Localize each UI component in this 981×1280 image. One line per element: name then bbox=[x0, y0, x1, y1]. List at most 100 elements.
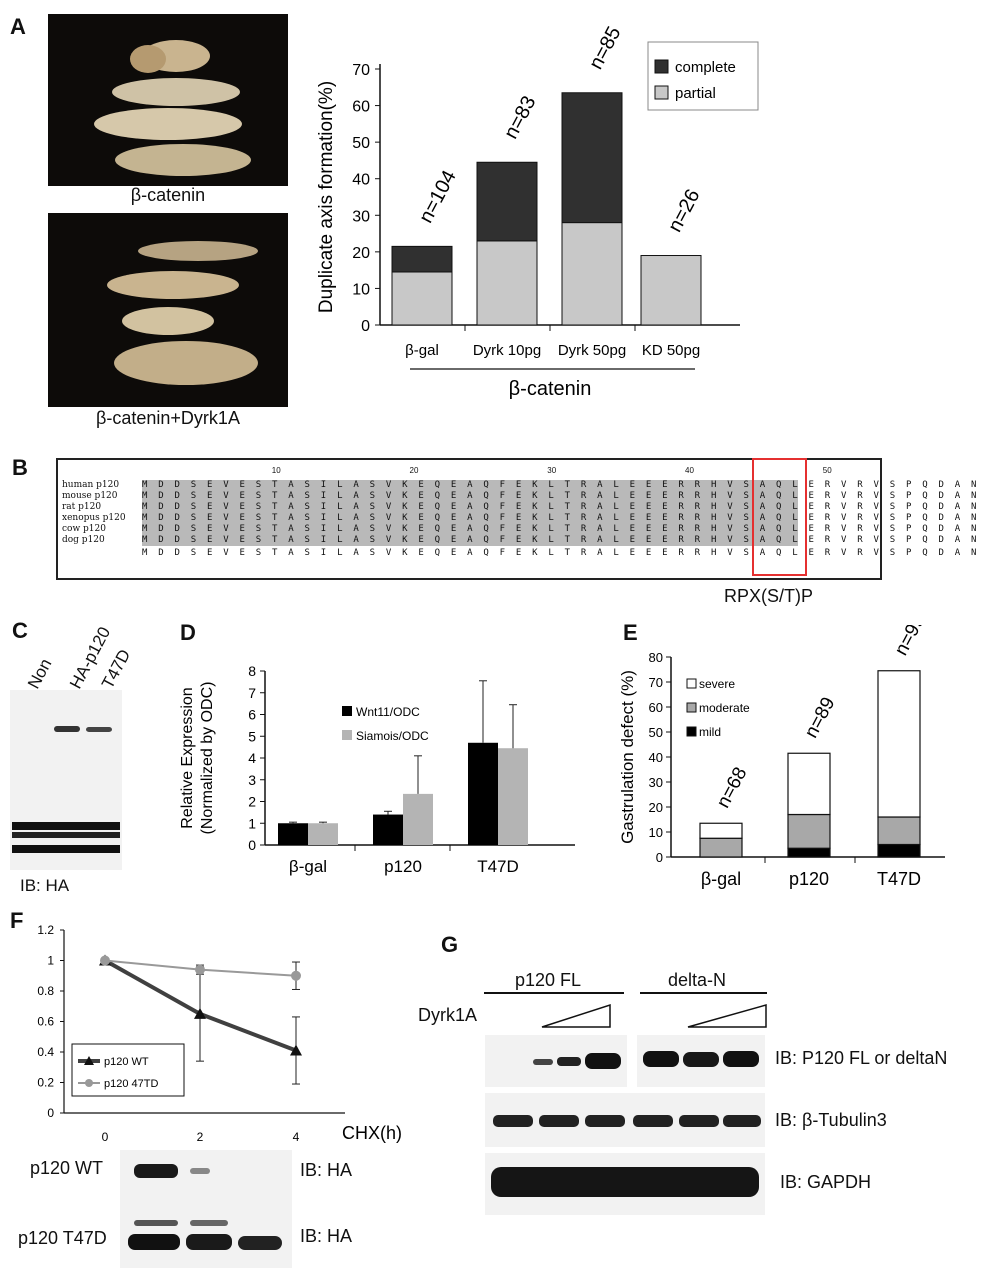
panel-label-g: G bbox=[441, 932, 459, 957]
blot-f-row-label-t47d: p120 T47D bbox=[18, 1228, 107, 1248]
y-tick-label: 6 bbox=[248, 707, 256, 723]
legend-label-partial: partial bbox=[675, 85, 716, 102]
chart-d-relative-expression: 0 1 2 3 4 5 6 7 8 β-gal p120 T47D Relative Expressio… bbox=[179, 663, 575, 876]
ib-label-g-p120: IB: P120 FL or deltaN bbox=[775, 1048, 948, 1068]
y-axis-label: Gastrulation defect (%) bbox=[618, 670, 637, 844]
western-blot-c bbox=[10, 690, 122, 870]
ib-label-f-wt: IB: HA bbox=[300, 1160, 353, 1180]
bar-severe bbox=[787, 752, 831, 816]
x-tick-label: KD 50pg bbox=[642, 342, 700, 359]
alignment-row: M D D S E V E S T A S I L A S V K E Q E … bbox=[142, 513, 981, 524]
x-axis-label: CHX(h) bbox=[342, 1123, 402, 1143]
y-tick-label: 20 bbox=[649, 800, 663, 815]
legend-label-mild: mild bbox=[699, 725, 721, 739]
western-blot-g-p120-fl bbox=[485, 1035, 627, 1087]
y-tick-label: 0.2 bbox=[37, 1076, 54, 1090]
panel-label-b: B bbox=[12, 455, 28, 480]
n-annotation: n=85 bbox=[585, 23, 626, 73]
legend-label-Wnt11/ODC: Wnt11/ODC bbox=[356, 705, 420, 719]
x-tick-label: β-gal bbox=[701, 869, 741, 889]
embryo-photo-beta-catenin bbox=[48, 14, 288, 186]
bar-moderate bbox=[787, 813, 831, 849]
species-label: cow p120 bbox=[62, 524, 106, 534]
y-tick-label: 3 bbox=[248, 772, 256, 788]
x-tick-label: 0 bbox=[102, 1130, 109, 1144]
y-tick-label: 2 bbox=[248, 794, 256, 810]
panel-label-e: E bbox=[623, 620, 638, 645]
y-tick-label: 0 bbox=[47, 1106, 54, 1120]
y-tick-label: 0.8 bbox=[37, 984, 54, 998]
bar-moderate bbox=[877, 816, 921, 846]
point-p120 47TD bbox=[100, 955, 110, 966]
panel-label-a: A bbox=[10, 14, 26, 39]
y-tick-label: 1.2 bbox=[37, 923, 54, 937]
photo-caption-beta-catenin-dyrk1a: β-catenin+Dyrk1A bbox=[96, 408, 240, 428]
group-label-delta-n: delta-N bbox=[668, 970, 727, 990]
legend-swatch-Wnt11/ODC bbox=[342, 706, 352, 716]
legend-label-Siamois/ODC: Siamois/ODC bbox=[356, 729, 429, 743]
legend-swatch-Siamois/ODC bbox=[342, 730, 352, 740]
x-tick-label: β-gal bbox=[289, 857, 327, 876]
sequence-alignment-box: human p120 mouse p120 rat p120 xenopus p120… bbox=[56, 458, 981, 580]
species-label: rat p120 bbox=[62, 502, 102, 512]
chart-f-chx-timecourse: 0 0.2 0.4 0.6 0.8 1 1.2 0 2 4 CHX(h) p120 WT p120 47… bbox=[37, 923, 402, 1144]
bar-partial bbox=[561, 222, 623, 326]
x-tick-label: 2 bbox=[197, 1130, 204, 1144]
bar-mild bbox=[877, 843, 921, 858]
y-tick-label: 8 bbox=[248, 663, 256, 679]
ib-label-f-t47d: IB: HA bbox=[300, 1226, 353, 1246]
legend-swatch-complete bbox=[654, 59, 669, 74]
y-axis-label-line2: (Normalized by ODC) bbox=[199, 682, 216, 835]
bar-complete bbox=[391, 245, 453, 273]
blot-bands bbox=[533, 1053, 621, 1069]
motif-label: RPX(S/T)P bbox=[724, 586, 814, 606]
alignment-row: M D D S E V E S T A S I L A S V K E Q E … bbox=[142, 502, 981, 513]
y-tick-label: 1 bbox=[248, 815, 256, 831]
alignment-row: M D D S E V E S T A S I L A S V K E Q E … bbox=[142, 480, 981, 491]
legend-swatch-severe bbox=[686, 678, 697, 689]
n-annotation: n=68 bbox=[713, 764, 752, 812]
blot-bands bbox=[491, 1167, 759, 1197]
legend-label-p120 47TD: p120 47TD bbox=[104, 1078, 158, 1090]
x-tick-label: p120 bbox=[789, 869, 829, 889]
group-line-p120-fl bbox=[484, 992, 624, 994]
y-tick-label: 40 bbox=[649, 750, 663, 765]
motif-highlight-box bbox=[752, 458, 807, 576]
bar-Siamois/ODC bbox=[403, 793, 433, 845]
legend-label-severe: severe bbox=[699, 677, 735, 691]
y-tick-label: 7 bbox=[248, 685, 256, 701]
y-tick-label: 70 bbox=[352, 62, 370, 79]
lane-label-non: Non bbox=[24, 655, 56, 692]
y-tick-label: 5 bbox=[248, 728, 256, 744]
bar-partial bbox=[640, 255, 702, 326]
y-tick-label: 4 bbox=[248, 750, 256, 766]
panel-label-c: C bbox=[12, 618, 28, 643]
bar-partial bbox=[476, 240, 538, 326]
bar-Wnt11/ODC bbox=[373, 814, 403, 845]
x-axis-group-label: β-catenin bbox=[509, 378, 592, 400]
legend-marker-p120 47TD bbox=[85, 1079, 93, 1087]
bar-Wnt11/ODC bbox=[468, 742, 498, 845]
legend-swatch-moderate bbox=[686, 702, 697, 713]
x-tick-label: p120 bbox=[384, 857, 422, 876]
y-tick-label: 1 bbox=[47, 954, 54, 968]
x-tick-label: T47D bbox=[477, 857, 519, 876]
point-p120 WT bbox=[290, 1044, 302, 1056]
y-tick-label: 0 bbox=[361, 318, 370, 335]
western-blot-g-delta-n bbox=[637, 1035, 765, 1087]
ruler-tick-label: 30 bbox=[547, 466, 557, 475]
blot-c-lane-labels: Non HA-p120 T47D bbox=[10, 624, 134, 695]
y-tick-label: 0 bbox=[248, 837, 256, 853]
species-label: mouse p120 bbox=[62, 491, 118, 501]
dyrk1a-label: Dyrk1A bbox=[418, 1005, 478, 1025]
ruler-tick-label: 40 bbox=[685, 466, 694, 475]
blot-bands bbox=[12, 726, 120, 853]
group-label-p120-fl: p120 FL bbox=[515, 970, 582, 990]
sequence-grid: M D D S E V E S T A S I L A S V K E Q E … bbox=[142, 466, 981, 562]
bar-mild bbox=[787, 847, 831, 858]
species-label: human p120 bbox=[62, 480, 120, 490]
ruler-tick-label: 10 bbox=[271, 466, 281, 475]
y-tick-label: 10 bbox=[352, 281, 370, 298]
legend-swatch-mild bbox=[686, 726, 697, 737]
x-tick-label: 4 bbox=[293, 1130, 300, 1144]
